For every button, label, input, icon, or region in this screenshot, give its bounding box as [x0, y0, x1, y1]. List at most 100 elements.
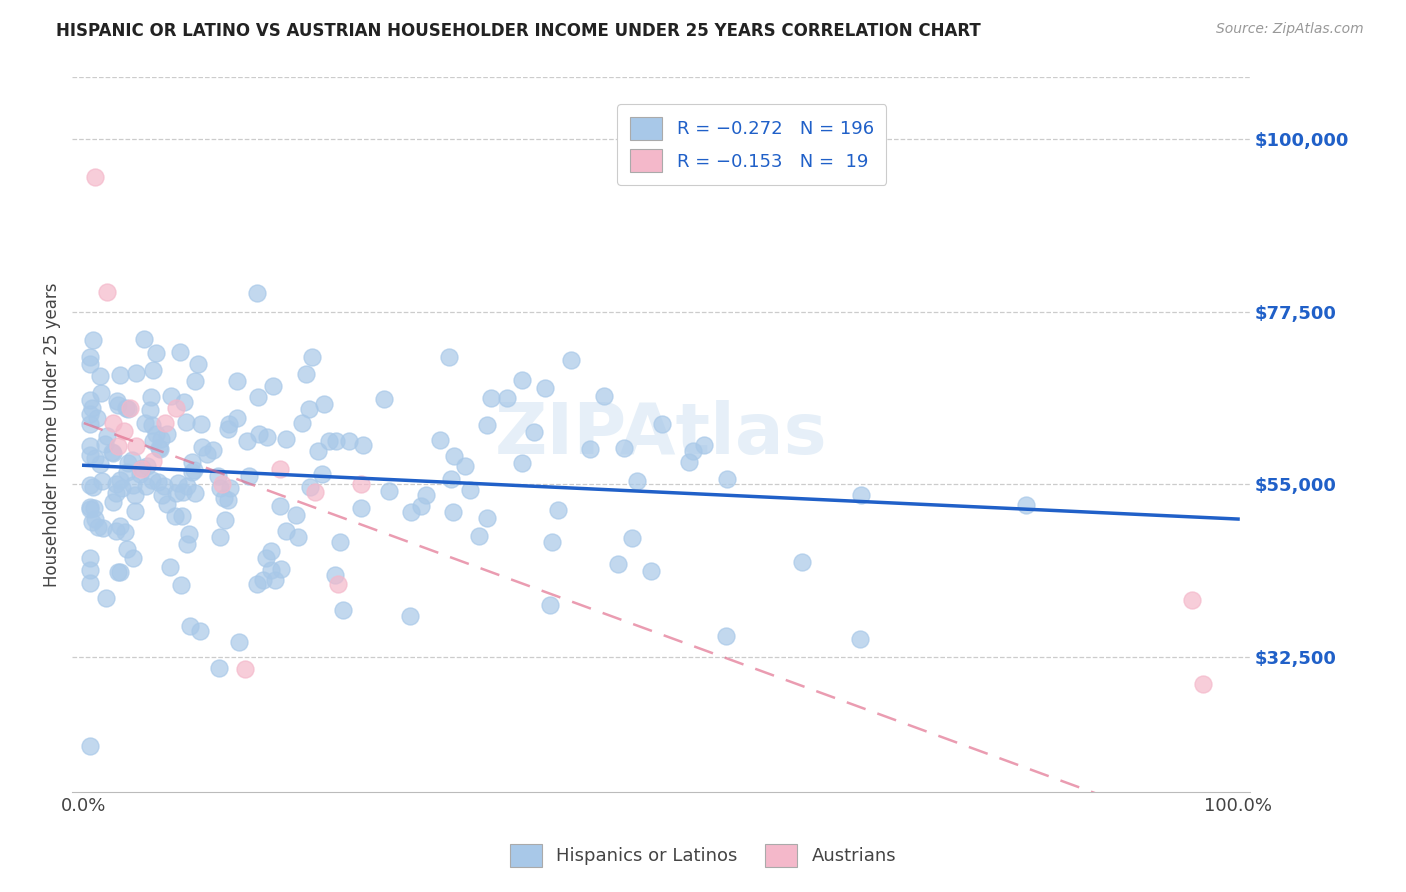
Point	[443, 449, 465, 463]
Point	[148, 442, 170, 456]
Point	[252, 573, 274, 587]
Point	[479, 391, 502, 405]
Point	[249, 427, 271, 442]
Point	[209, 530, 232, 544]
Point	[235, 662, 257, 676]
Point	[621, 531, 644, 545]
Point	[533, 382, 555, 396]
Point	[121, 452, 143, 467]
Point	[207, 468, 229, 483]
Point	[141, 418, 163, 433]
Point	[311, 467, 333, 481]
Point	[139, 390, 162, 404]
Point	[159, 560, 181, 574]
Point	[94, 436, 117, 450]
Point	[174, 415, 197, 429]
Point	[114, 524, 136, 539]
Point	[179, 618, 201, 632]
Point	[112, 424, 135, 438]
Point	[91, 475, 114, 489]
Point	[86, 410, 108, 425]
Point	[110, 368, 132, 382]
Point	[269, 462, 291, 476]
Point	[153, 416, 176, 430]
Point	[217, 492, 239, 507]
Point	[298, 480, 321, 494]
Point	[207, 661, 229, 675]
Point	[187, 357, 209, 371]
Point	[125, 439, 148, 453]
Point	[274, 524, 297, 538]
Point	[291, 416, 314, 430]
Point	[79, 408, 101, 422]
Point	[256, 430, 278, 444]
Point	[297, 402, 319, 417]
Point	[82, 401, 104, 415]
Point	[188, 624, 211, 639]
Point	[184, 485, 207, 500]
Point	[246, 286, 269, 301]
Point	[399, 608, 422, 623]
Point	[124, 488, 146, 502]
Point	[326, 577, 349, 591]
Point	[150, 432, 173, 446]
Point	[107, 565, 129, 579]
Point	[792, 555, 814, 569]
Point	[176, 537, 198, 551]
Point	[510, 373, 533, 387]
Point	[399, 505, 422, 519]
Point	[96, 429, 118, 443]
Point	[714, 629, 737, 643]
Point	[440, 472, 463, 486]
Point	[142, 363, 165, 377]
Point	[101, 416, 124, 430]
Point	[122, 477, 145, 491]
Point	[195, 448, 218, 462]
Point	[475, 510, 498, 524]
Point	[287, 530, 309, 544]
Point	[125, 366, 148, 380]
Point	[246, 577, 269, 591]
Point	[79, 439, 101, 453]
Point	[149, 442, 172, 456]
Point	[91, 521, 114, 535]
Point	[209, 481, 232, 495]
Point	[131, 461, 153, 475]
Point	[607, 558, 630, 572]
Point	[1014, 498, 1036, 512]
Point	[173, 395, 195, 409]
Point	[86, 519, 108, 533]
Point	[165, 486, 187, 500]
Point	[373, 392, 395, 406]
Point	[150, 488, 173, 502]
Point	[378, 484, 401, 499]
Point	[640, 564, 662, 578]
Point	[270, 562, 292, 576]
Point	[156, 426, 179, 441]
Point	[212, 491, 235, 505]
Point	[226, 410, 249, 425]
Point	[651, 417, 673, 431]
Text: ZIPAtlas: ZIPAtlas	[495, 401, 827, 469]
Point	[181, 455, 204, 469]
Point	[156, 497, 179, 511]
Point	[105, 524, 128, 538]
Point	[314, 397, 336, 411]
Point	[79, 393, 101, 408]
Point	[131, 462, 153, 476]
Point	[475, 417, 498, 432]
Point	[110, 481, 132, 495]
Point	[108, 473, 131, 487]
Point	[409, 500, 432, 514]
Point	[332, 603, 354, 617]
Point	[301, 351, 323, 365]
Point	[1192, 677, 1215, 691]
Text: Source: ZipAtlas.com: Source: ZipAtlas.com	[1216, 22, 1364, 37]
Point	[415, 488, 437, 502]
Point	[541, 535, 564, 549]
Point	[236, 434, 259, 449]
Point	[117, 465, 139, 479]
Point	[441, 505, 464, 519]
Point	[136, 459, 159, 474]
Point	[79, 500, 101, 515]
